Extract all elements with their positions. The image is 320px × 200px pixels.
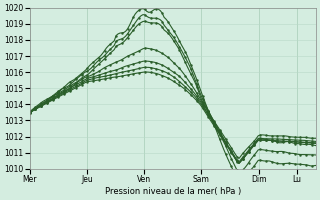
X-axis label: Pression niveau de la mer( hPa ): Pression niveau de la mer( hPa ) — [105, 187, 241, 196]
